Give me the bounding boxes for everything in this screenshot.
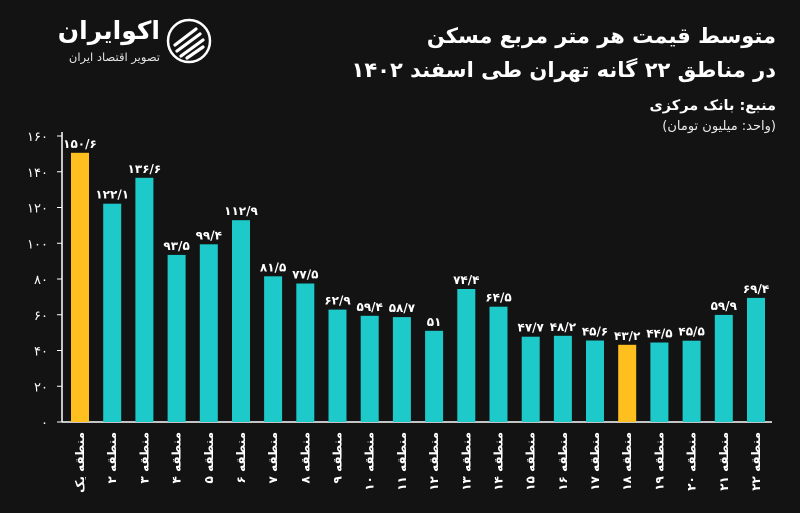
x-tick-label: منطقه ۲۰ [685,432,699,491]
bar-value-label: ۵۹/۹ [711,299,738,313]
x-tick-label: منطقه ۱۴ [492,432,506,491]
bar-value-label: ۴۳/۲ [614,329,641,343]
bar-value-label: ۹۳/۵ [163,239,189,253]
bar [264,276,283,422]
x-axis-labels: منطقه یک منطقه ۲ منطقه ۳ منطقه ۴ منطقه ۵ منطق… [73,432,763,493]
brand-name: اکوایران [57,16,160,45]
ekoiran-logo-icon [166,18,212,64]
bar-value-label: ۷۴/۴ [453,273,479,287]
y-tick-label: ۰ [41,416,48,431]
y-tick-label: ۱۰۰ [27,237,48,252]
x-tick-label: منطقه ۱۶ [556,432,570,491]
bar [71,152,89,423]
chart-source: منبع: بانک مرکزی [649,98,776,114]
bar-value-label: ۶۹/۴ [743,282,769,296]
bar [586,340,604,422]
x-tick-label: منطقه ۳ [137,432,151,483]
y-tick-label: ۱۲۰ [27,202,48,217]
bar [328,309,347,422]
chart-title-line2: در مناطق ۲۲ گانه تهران طی اسفند ۱۴۰۲ [351,58,776,82]
bar-value-label: ۷۷/۵ [292,268,318,282]
bar-value-label: ۱۳۶/۶ [128,162,162,176]
bar [650,342,669,422]
chart-unit: (واحد: میلیون تومان) [662,119,776,134]
bar [457,289,476,422]
x-tick-label: منطقه ۱۳ [459,432,473,491]
bar [425,330,444,422]
x-tick-label: منطقه ۷ [266,432,280,483]
y-tick-label: ۲۰ [34,380,48,395]
y-tick-label: ۱۶۰ [27,130,48,145]
bar-value-label: ۵۸/۷ [389,301,416,315]
chart-title-line1: متوسط قیمت هر متر مربع مسکن [426,24,776,48]
bar-value-label: ۶۴/۵ [485,291,511,305]
x-tick-label: منطقه ۸ [298,432,312,483]
x-tick-label: منطقه ۶ [234,432,248,483]
bar-value-label: ۸۱/۵ [260,260,286,274]
bar-value-label: ۴۵/۶ [582,325,608,339]
bars [71,152,765,423]
x-tick-label: منطقه ۱۹ [652,432,666,491]
bar [199,244,218,422]
bar [489,306,508,422]
bar-value-label: ۴۵/۵ [678,325,704,339]
x-tick-label: منطقه ۱۰ [363,432,377,491]
x-tick-label: منطقه ۴ [170,432,184,483]
bar [392,317,411,422]
x-tick-label: منطقه ۱۱ [395,432,409,491]
bar [360,315,379,422]
x-tick-label: منطقه ۱۲ [427,432,441,491]
x-tick-label: منطقه ۱۸ [620,432,634,491]
bar [167,254,186,422]
brand-logo: اکوایران تصویر اقتصاد ایران [20,14,230,70]
bar-value-label: ۴۸/۲ [550,320,577,334]
bar-value-label: ۹۹/۴ [196,228,222,242]
bar [521,336,540,422]
x-tick-label: منطقه یک [73,432,87,493]
x-tick-label: منطقه ۵ [202,432,216,483]
bar [553,335,572,422]
bar-value-label: ۱۱۲/۹ [224,204,258,218]
y-tick-label: ۶۰ [34,309,48,324]
bar [618,344,637,422]
bar [103,203,122,422]
bar-value-label: ۱۲۲/۱ [95,188,129,202]
bar [296,283,315,422]
x-tick-label: منطقه ۲ [105,432,119,483]
bar-value-label: ۱۵۰/۶ [63,137,97,151]
x-tick-label: منطقه ۱۵ [524,432,538,491]
x-tick-label: منطقه ۱۷ [588,432,602,491]
bar [682,340,701,422]
x-tick-label: منطقه ۲۲ [749,432,763,491]
y-tick-label: ۴۰ [34,345,48,360]
bar [714,314,733,422]
bar [232,220,250,422]
y-tick-label: ۸۰ [34,273,48,288]
bar [747,297,765,422]
bar [135,177,154,422]
bar-value-label: ۴۴/۵ [646,327,672,341]
x-tick-label: منطقه ۹ [331,432,345,483]
y-tick-label: ۱۴۰ [27,166,48,181]
x-tick-label: منطقه ۲۱ [717,432,731,491]
bar-value-label: ۴۷/۷ [518,321,545,335]
bar-value-label: ۵۹/۴ [357,300,383,314]
bar-value-label: ۵۱ [427,315,442,329]
bar-value-label: ۶۲/۹ [324,294,351,308]
brand-tagline: تصویر اقتصاد ایران [68,50,160,64]
